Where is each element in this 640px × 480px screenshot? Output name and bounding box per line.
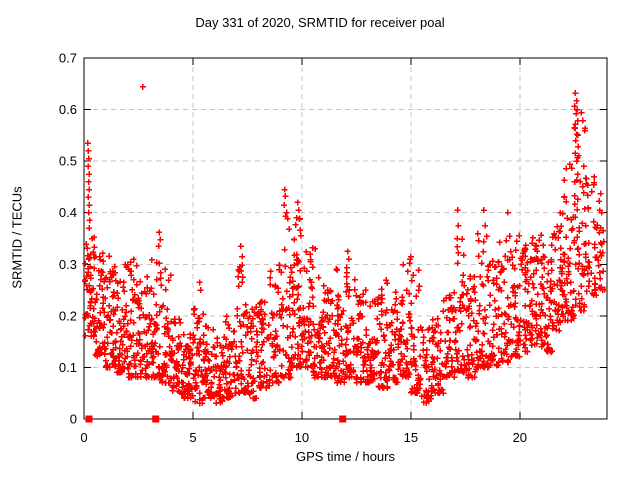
x-tick-label: 15 [404,430,418,445]
grid-lines [84,58,607,419]
chart-title: Day 331 of 2020, SRMTID for receiver poa… [195,15,445,30]
y-tick-label: 0.2 [59,308,77,323]
axis-event-marker [339,415,347,423]
y-tick-label: 0.3 [59,257,77,272]
y-tick-label: 0.5 [59,154,77,169]
x-tick-label: 20 [513,430,527,445]
y-tick-label: 0.1 [59,360,77,375]
data-points [82,83,608,407]
y-axis-label: SRMTID / TECUs [9,186,25,289]
y-tick-label: 0.7 [59,51,77,66]
x-tick-label: 10 [295,430,309,445]
y-tick-label: 0.4 [59,205,77,220]
x-axis-label: GPS time / hours [296,449,395,464]
axis-event-marker [152,415,160,423]
axis-event-marker [85,415,93,423]
y-tick-label: 0 [70,412,77,427]
y-tick-label: 0.6 [59,102,77,117]
x-tick-label: 0 [80,430,87,445]
x-tick-label: 5 [189,430,196,445]
